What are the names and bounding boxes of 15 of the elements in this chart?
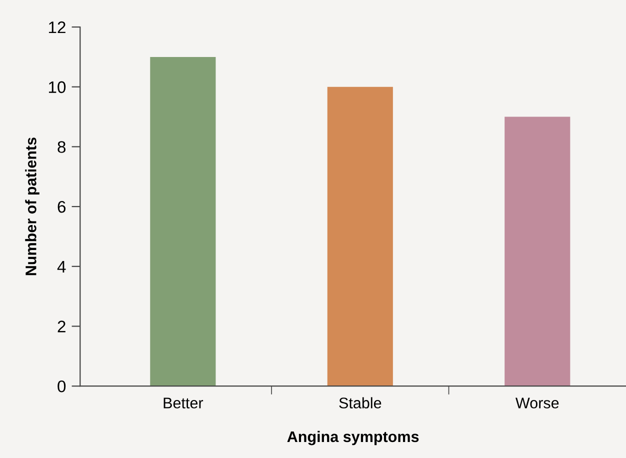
x-tick-label: Worse bbox=[516, 398, 559, 408]
x-axis-title: Angina symptoms bbox=[287, 430, 419, 446]
y-tick-label: 0 bbox=[58, 380, 66, 392]
y-tick-label: 12 bbox=[48, 21, 66, 34]
y-tick-label: 10 bbox=[48, 81, 66, 94]
y-tick-label: 6 bbox=[58, 200, 66, 213]
y-tick-label: 8 bbox=[58, 141, 66, 153]
x-tick-label: Stable bbox=[339, 397, 382, 408]
y-tick-label: 4 bbox=[57, 260, 66, 272]
y-tick-label: 2 bbox=[58, 320, 66, 332]
x-tick-label: Better bbox=[164, 398, 204, 408]
bar bbox=[504, 116, 570, 386]
bar bbox=[327, 86, 393, 386]
y-axis-title: Number of patients bbox=[25, 138, 40, 276]
bar bbox=[150, 56, 216, 386]
